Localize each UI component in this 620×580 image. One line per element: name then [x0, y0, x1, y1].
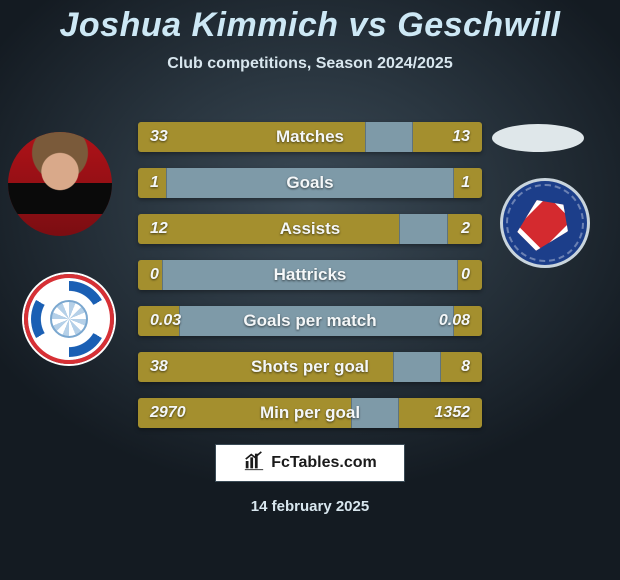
subtitle: Club competitions, Season 2024/2025: [0, 55, 620, 73]
comparison-bars: 3313Matches11Goals122Assists00Hattricks0…: [138, 122, 482, 444]
player-left-photo: [8, 132, 112, 236]
stat-right-value: 13: [440, 122, 482, 152]
stat-right-value: 1: [449, 168, 482, 198]
page-title: Joshua Kimmich vs Geschwill: [0, 0, 620, 45]
stat-mid-segment: [179, 306, 454, 336]
stat-left-value: 2970: [138, 398, 198, 428]
stat-mid-segment: [399, 214, 447, 244]
stat-left-value: 1: [138, 168, 171, 198]
stat-row: 29701352Min per goal: [138, 398, 482, 428]
stat-mid-segment: [166, 168, 455, 198]
stat-row: 0.030.08Goals per match: [138, 306, 482, 336]
stat-mid-segment: [393, 352, 441, 382]
stat-right-value: 0: [449, 260, 482, 290]
stat-mid-segment: [365, 122, 413, 152]
stat-mid-segment: [351, 398, 399, 428]
stat-left-value: 0.03: [138, 306, 193, 336]
player-right-photo: [492, 124, 584, 152]
chart-icon: [243, 450, 265, 477]
stat-row: 11Goals: [138, 168, 482, 198]
stat-right-value: 0.08: [427, 306, 482, 336]
stat-left-value: 38: [138, 352, 180, 382]
stat-row: 388Shots per goal: [138, 352, 482, 382]
stat-right-value: 1352: [422, 398, 482, 428]
stat-right-value: 2: [449, 214, 482, 244]
stat-row: 00Hattricks: [138, 260, 482, 290]
stat-right-value: 8: [449, 352, 482, 382]
club-right-badge: [500, 178, 590, 268]
stat-left-value: 0: [138, 260, 171, 290]
stat-row: 122Assists: [138, 214, 482, 244]
stat-left-value: 12: [138, 214, 180, 244]
site-logo-text: FcTables.com: [271, 454, 377, 472]
club-left-badge: [24, 274, 114, 364]
date-label: 14 february 2025: [251, 498, 369, 515]
stat-left-value: 33: [138, 122, 180, 152]
stat-mid-segment: [162, 260, 458, 290]
stat-row: 3313Matches: [138, 122, 482, 152]
site-logo: FcTables.com: [215, 444, 405, 482]
